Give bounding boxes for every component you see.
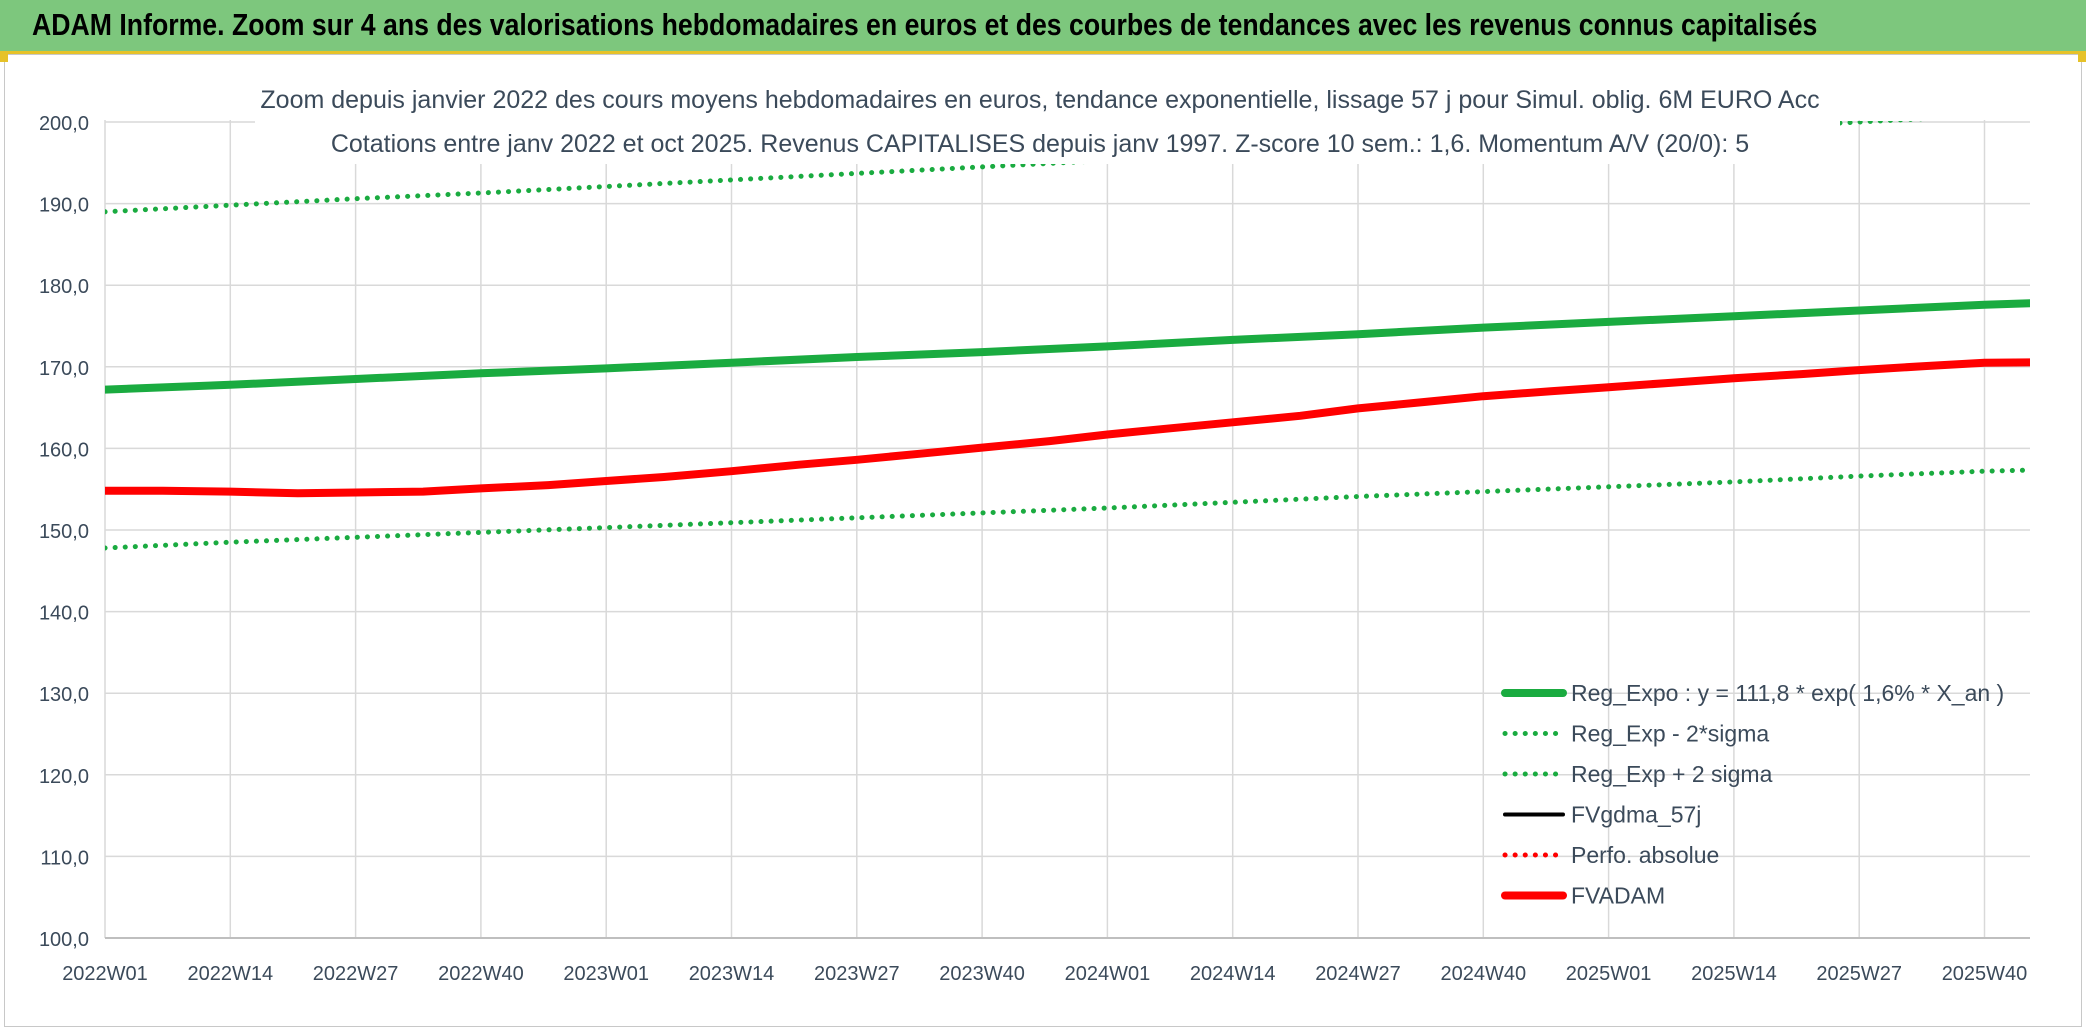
banner: ADAM Informe. Zoom sur 4 ans des valoris…	[0, 0, 2086, 54]
x-tick-label: 2024W14	[1190, 963, 1276, 985]
legend-label: Reg_Exp + 2 sigma	[1571, 761, 1773, 787]
legend-label: FVADAM	[1571, 883, 1665, 909]
y-tick-label: 170,0	[39, 358, 89, 380]
y-tick-label: 200,0	[39, 113, 89, 135]
legend-label: Reg_Expo : y = 111,8 * exp( 1,6% * X_an …	[1571, 680, 2004, 706]
x-axis-ticks: 2022W01 2022W14 2022W27 2022W40 2023W01 2023W…	[62, 963, 2027, 985]
chart-frame	[4, 54, 2082, 1027]
y-tick-label: 190,0	[39, 195, 89, 217]
legend-label: Perfo. absolue	[1571, 842, 1719, 868]
chart-series	[105, 121, 2030, 551]
x-tick-label: 2022W27	[313, 963, 399, 985]
chart-title-line1: Zoom depuis janvier 2022 des cours moyen…	[260, 86, 1819, 114]
y-axis-ticks: 100,0 110,0 120,0 130,0 140,0 150,0 160,0 170,0…	[39, 113, 89, 951]
x-tick-label: 2024W40	[1440, 963, 1526, 985]
x-tick-label: 2025W27	[1816, 963, 1902, 985]
y-tick-label: 120,0	[39, 766, 89, 788]
x-tick-label: 2022W14	[187, 963, 273, 985]
x-tick-label: 2023W14	[689, 963, 775, 985]
y-tick-label: 140,0	[39, 603, 89, 625]
y-tick-label: 160,0	[39, 439, 89, 461]
x-tick-label: 2022W01	[62, 963, 148, 985]
series-line-5	[105, 358, 2030, 498]
x-tick-label: 2023W27	[814, 963, 900, 985]
chart-title-background	[255, 76, 1840, 164]
series-line-2	[105, 121, 1927, 215]
x-tick-label: 2022W40	[438, 963, 524, 985]
legend-label: FVgdma_57j	[1571, 802, 1701, 828]
corner-marker	[0, 54, 8, 62]
series-line-0	[105, 299, 2030, 394]
corner-marker	[2078, 54, 2086, 62]
y-tick-label: 150,0	[39, 521, 89, 543]
x-tick-label: 2025W40	[1942, 963, 2028, 985]
chart-legend: Reg_Expo : y = 111,8 * exp( 1,6% * X_an …	[1501, 680, 2004, 909]
x-tick-label: 2025W14	[1691, 963, 1777, 985]
chart-grid	[104, 120, 2030, 939]
chart-title-line2: Cotations entre janv 2022 et oct 2025. R…	[331, 130, 1749, 158]
x-tick-label: 2025W01	[1566, 963, 1652, 985]
y-tick-label: 100,0	[39, 929, 89, 951]
y-tick-label: 110,0	[40, 847, 89, 869]
x-tick-label: 2024W27	[1315, 963, 1401, 985]
x-tick-label: 2023W40	[939, 963, 1025, 985]
legend-label: Reg_Exp - 2*sigma	[1571, 721, 1769, 747]
banner-title: ADAM Informe. Zoom sur 4 ans des valoris…	[32, 7, 1818, 42]
y-tick-label: 180,0	[39, 276, 89, 298]
x-tick-label: 2023W01	[563, 963, 649, 985]
series-line-1	[105, 467, 2030, 551]
y-tick-label: 130,0	[39, 684, 89, 706]
x-tick-label: 2024W01	[1065, 963, 1151, 985]
